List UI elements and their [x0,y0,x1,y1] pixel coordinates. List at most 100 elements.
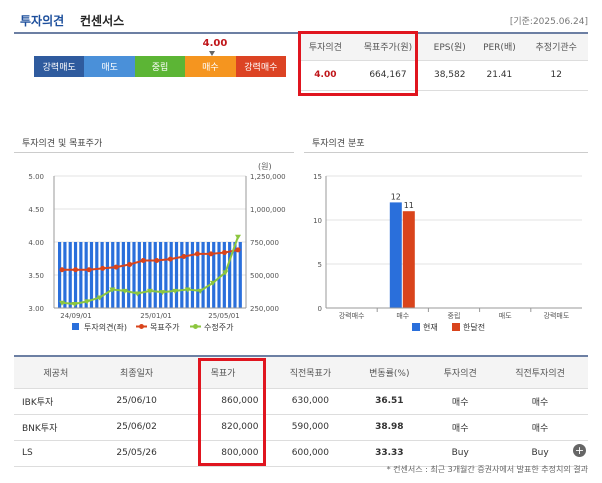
consensus-table: 투자의견 목표주가(원) EPS(원) PER(배) 추정기관수 4.00 664,167… [300,34,588,91]
right-panel-divider [304,152,588,153]
table-cell: IBK투자 [14,388,98,415]
line-point [222,270,229,276]
legend-label: 투자의견(좌) [84,322,127,332]
bar-mark [73,242,78,308]
x-tick-label: 25/05/01 [208,312,239,320]
table-row: LS 25/05/26 800,000 600,000 33.33 Buy Buy [14,440,588,467]
y-tick-label: 4.50 [28,206,44,214]
x-tick-label: 24/09/01 [60,312,91,320]
consensus-value: 21.41 [474,60,525,91]
table-cell: 33.33 [350,440,429,467]
y2-tick-label: 1,250,000 [250,173,286,181]
line-point [208,251,214,257]
detail-header: 제공처 [14,355,98,389]
table-cell: 매수 [492,388,588,415]
line-point [181,254,187,260]
footnote: * 컨센서스 : 최근 3개월간 증권사에서 발표한 추정치의 결과 [386,465,588,474]
bar-mark [196,242,200,308]
line-point [86,267,92,273]
line-point [134,291,141,297]
opinion-scale-value: 4.00 [202,38,228,49]
consensus-value: 12 [524,60,588,91]
left-panel-title: 투자의견 및 목표주가 [22,139,103,149]
section-title: 투자의견 [20,14,65,28]
scale-segment: 매도 [84,56,135,77]
data-label: 11 [404,201,414,210]
bar-mark [100,242,104,308]
bar-mark [105,242,110,308]
scale-pointer-icon [209,51,215,56]
table-cell: 25/05/26 [97,440,176,467]
table-cell: 매수 [428,414,493,441]
table-cell: 25/06/10 [97,388,176,415]
highlight-box [298,31,418,96]
bar-mark [222,242,226,308]
x-tick-label: 중립 [448,312,461,320]
bar-mark [206,242,210,308]
line-point [73,267,79,273]
table-cell: 25/06/02 [97,414,176,441]
consensus-value: 38,582 [425,60,475,91]
table-cell: 600,000 [270,440,351,467]
y-tick-label: 3.00 [28,305,44,313]
legend-label: 목표주가 [150,323,180,332]
x-tick-label: 25/01/01 [140,312,171,320]
x-tick-label: 매도 [499,312,512,320]
broker-detail-table: 제공처 최종일자 목표가 직전목표가 변동률(%) 투자의견 직전투자의견 IBK투자 25/… [14,355,588,467]
bar-mark [143,242,147,308]
detail-header: 직전목표가 [270,355,351,389]
y-tick-label: 10 [313,217,322,225]
consensus-header: 투자의견 [300,34,351,61]
bar-mark [153,242,157,308]
x-tick-label: 매수 [396,312,409,320]
y-tick-label: 5 [318,261,322,269]
reference-date: [기준:2025.06.24] [509,17,588,27]
bar-mark [95,242,99,308]
table-cell: 630,000 [270,388,351,415]
bar-mark [132,242,136,308]
table-cell: 590,000 [270,414,351,441]
y-tick-label: 4.00 [28,239,44,247]
line-point [184,287,191,293]
table-row: IBK투자 25/06/10 860,000 630,000 36.51 매수 매수 [14,388,588,415]
line-point [121,288,128,294]
line-point [221,250,227,256]
table-row: BNK투자 25/06/02 820,000 590,000 38.98 매수 매수 [14,414,588,441]
left-panel-divider [14,152,294,153]
unit-label: (원) [258,162,272,171]
scale-segment: 강력매수 [235,56,287,77]
bar-mark [212,242,216,308]
legend-label: 현재 [423,323,438,332]
x-tick-label: 강력매도 [544,311,570,320]
consensus-header: PER(배) [474,34,525,61]
legend-swatch [139,324,144,329]
consensus-header: 추정기관수 [524,34,588,61]
expand-plus-icon[interactable]: + [573,444,586,457]
bar-mark [389,202,402,308]
bar-mark [137,242,141,308]
bar-mark [217,242,221,308]
line-point [59,267,65,273]
bar-mark [185,242,189,308]
line-point [167,256,173,262]
bar-mark [238,242,242,308]
right-panel-title: 투자의견 분포 [312,139,365,149]
bar-mark [402,211,415,308]
table-cell: 매수 [492,414,588,441]
legend-swatch [412,323,420,331]
bar-mark [121,242,125,308]
line-point [96,295,103,301]
line-point [235,247,241,253]
consensus-header: 목표주가(원) [350,34,426,61]
bar-mark [180,242,184,308]
y2-tick-label: 250,000 [250,305,279,313]
table-cell: 800,000 [175,440,271,467]
bar-mark [174,242,179,308]
consensus-value: 4.00 [300,60,351,91]
detail-header: 직전투자의견 [492,355,588,389]
line-point [100,265,106,271]
bar-mark [164,242,168,308]
line-point [84,299,91,305]
line-point [197,288,204,294]
table-cell: 820,000 [175,414,271,441]
